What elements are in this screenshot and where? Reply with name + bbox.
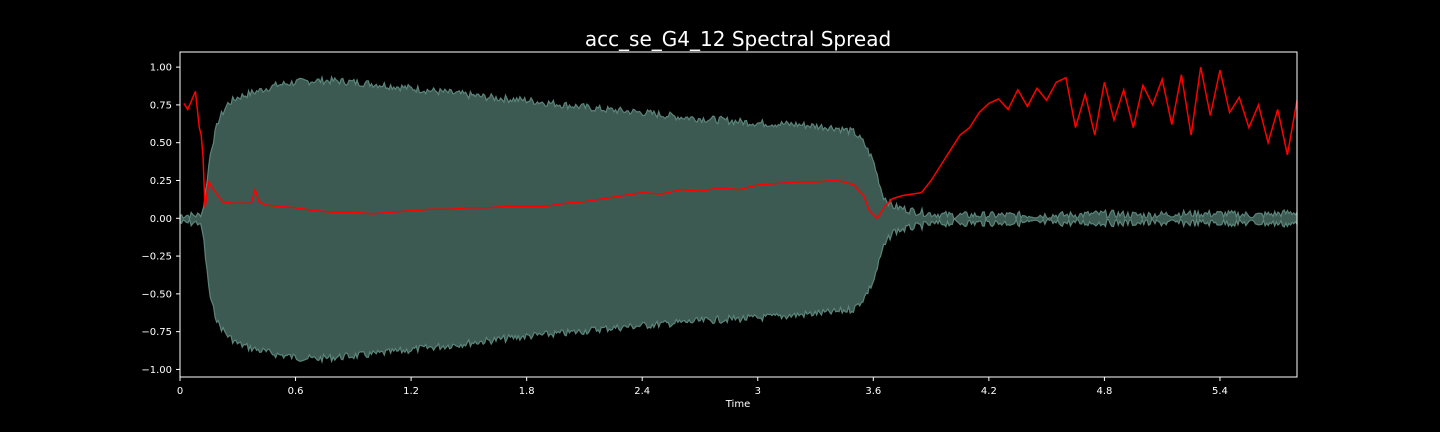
x-tick-label: 0.6: [288, 386, 304, 397]
spectral-spread-line: [183, 66, 1298, 220]
x-axis: 0 0.6 1.2 1.8 2.4 3 3.6 4.2 4.8 5.4: [177, 377, 1228, 397]
x-tick-label: 5.4: [1212, 386, 1228, 397]
y-tick-label: −1.00: [141, 365, 172, 376]
x-axis-label: Time: [725, 399, 750, 410]
axes-frame: [179, 51, 1298, 378]
chart-title: acc_se_G4_12 Spectral Spread: [585, 27, 891, 51]
x-tick-label: 4.2: [981, 386, 997, 397]
y-tick-label: −0.25: [141, 252, 172, 263]
y-tick-label: −0.50: [141, 289, 172, 300]
x-tick-label: 1.2: [403, 386, 419, 397]
y-tick-label: 1.00: [150, 63, 172, 74]
x-tick-label: 4.8: [1096, 386, 1112, 397]
y-axis: 1.00 0.75 0.50 0.25 0.00 −0.25 −0.50 −0.75 −1.00: [141, 63, 180, 376]
x-tick-label: 0: [177, 386, 183, 397]
y-tick-label: −0.75: [141, 327, 172, 338]
y-tick-label: 0.50: [150, 138, 172, 149]
y-tick-label: 0.25: [150, 176, 172, 187]
x-tick-label: 3: [755, 386, 761, 397]
x-tick-label: 2.4: [634, 386, 650, 397]
y-tick-label: 0.00: [150, 214, 172, 225]
y-tick-label: 0.75: [150, 100, 172, 111]
x-tick-label: 1.8: [519, 386, 535, 397]
x-tick-label: 3.6: [865, 386, 881, 397]
